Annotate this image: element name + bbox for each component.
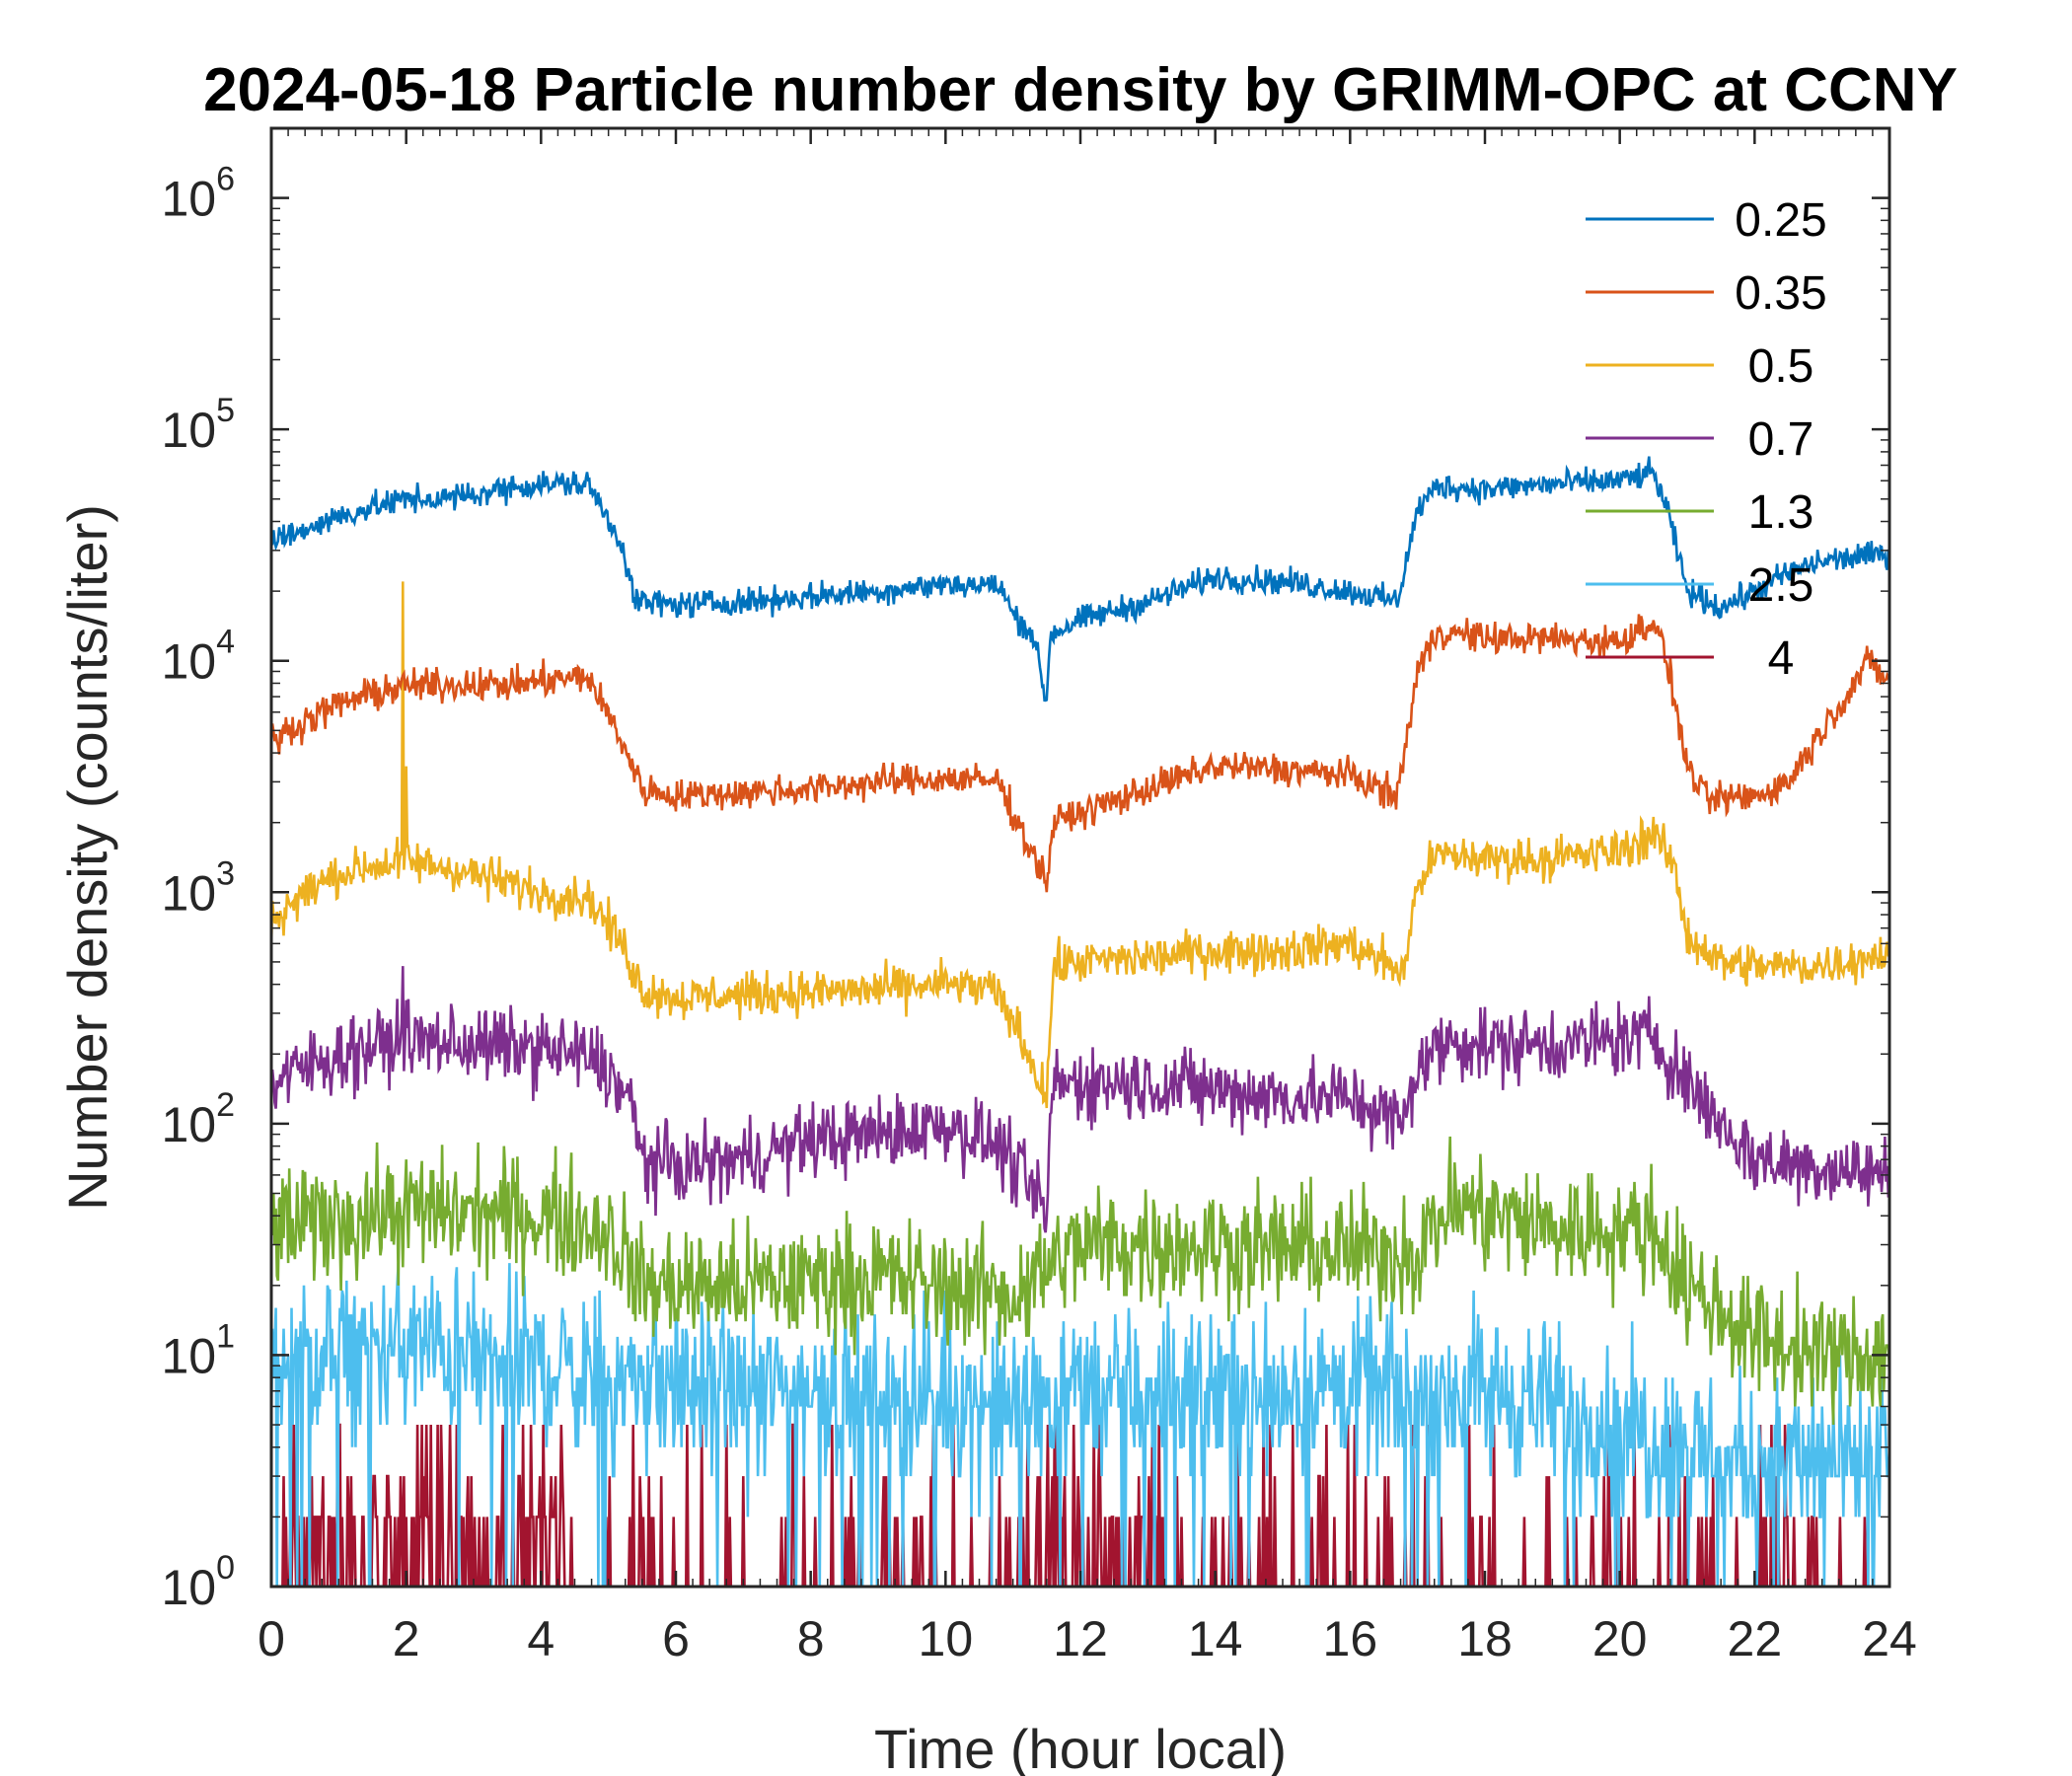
series-2-5-line [269,1263,1891,1589]
y-tick-label: 102 [161,1086,235,1152]
series-0-5-line [269,581,1891,1109]
ticks-layer: 0 2 4 6 8 10 12 14 16 18 20 22 241001011021031041051… [161,127,1917,1666]
legend-0-25-label: 0.25 [1735,194,1826,247]
y-tick-label: 100 [161,1549,235,1615]
series-0-35-line [269,614,1891,893]
x-tick-label: 6 [662,1611,690,1666]
y-axis-label: Number density (counts/liter) [56,504,118,1211]
x-tick-label: 0 [258,1611,285,1666]
x-tick-label: 16 [1323,1611,1378,1666]
legend-4-label: 4 [1768,632,1795,685]
legend-0-5-label: 0.5 [1748,340,1814,393]
legend: 0.25 0.35 0.5 0.7 1.3 2.5 4 [1586,194,1827,685]
x-tick-label: 24 [1862,1611,1917,1666]
series-1-3-line [269,1136,1891,1426]
x-tick-label: 2 [393,1611,420,1666]
legend-1-3-label: 1.3 [1748,486,1814,539]
x-tick-label: 20 [1592,1611,1648,1666]
series-0-25-line [270,456,1891,703]
legend-0-7-label: 0.7 [1748,413,1814,466]
series-0-7-line [269,966,1891,1233]
legend-2-5-label: 2.5 [1748,559,1814,612]
x-tick-label: 8 [797,1611,825,1666]
y-tick-label: 101 [161,1317,235,1383]
x-tick-label: 4 [527,1611,555,1666]
legend-0-35-label: 0.35 [1735,267,1826,320]
y-tick-label: 104 [161,624,235,690]
x-tick-label: 18 [1457,1611,1513,1666]
x-tick-label: 22 [1728,1611,1783,1666]
y-tick-label: 106 [161,161,235,227]
chart-title: 2024-05-18 Particle number density by GR… [203,56,1958,124]
y-tick-label: 103 [161,854,235,921]
y-tick-label: 105 [161,392,235,458]
x-tick-label: 14 [1188,1611,1243,1666]
x-tick-label: 12 [1053,1611,1108,1666]
x-tick-label: 10 [919,1611,974,1666]
x-axis-label: Time (hour local) [874,1718,1287,1776]
